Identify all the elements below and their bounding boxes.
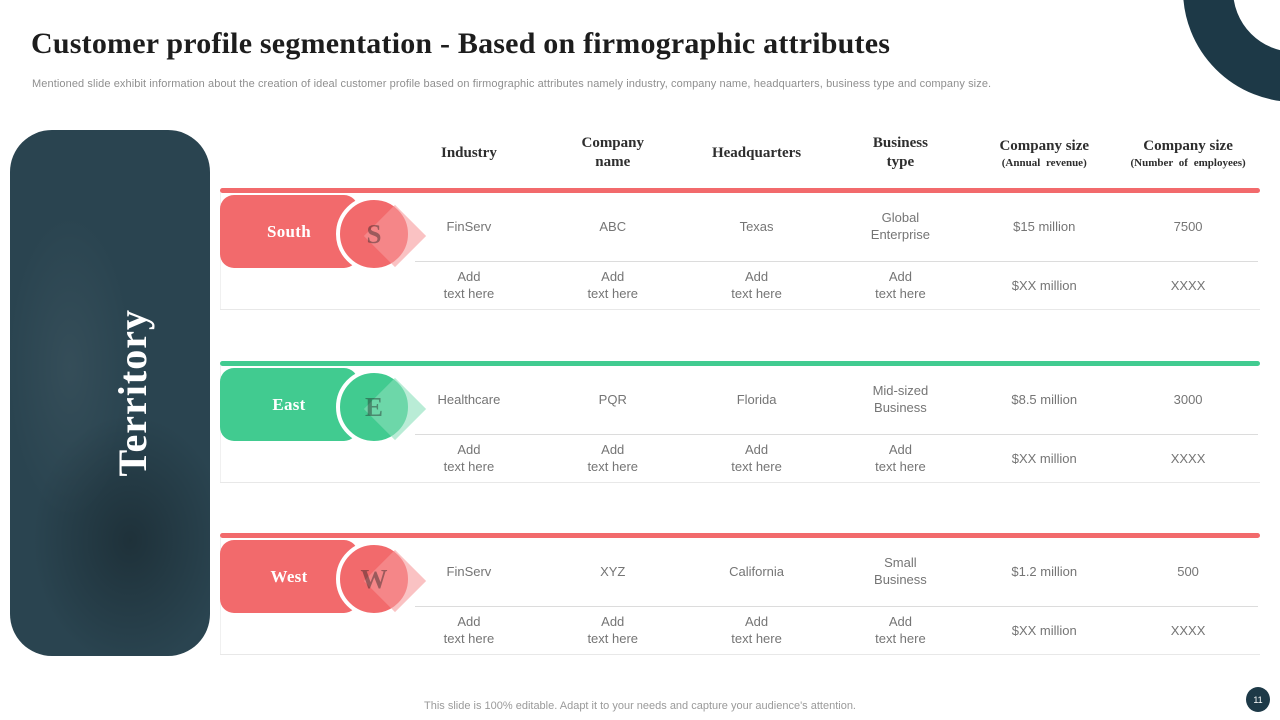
placeholder-cell[interactable]: $XX million [1011, 277, 1077, 293]
page-title: Customer profile segmentation - Based on… [31, 27, 891, 60]
cell-headquarters: California [729, 563, 785, 579]
column-header-headquarters: Headquarters [685, 124, 829, 182]
region-label-pill-south: South [220, 195, 358, 268]
column-header-company-name: Company name [541, 124, 685, 182]
region-label-pill-west: West [220, 540, 358, 613]
cell-annual-revenue: $8.5 million [1011, 391, 1078, 407]
row-divider [415, 261, 1258, 262]
cell-industry: Healthcare [437, 391, 501, 407]
cell-company-name: PQR [598, 391, 627, 407]
placeholder-cell[interactable]: Add text here [443, 269, 495, 301]
region-badge-letter: W [360, 563, 388, 594]
territory-group-west: West W FinServ XYZ California Small Busi… [220, 533, 1260, 655]
group-top-bar [220, 361, 1260, 366]
column-header-company-size-employees: Company size (Number of employees) [1116, 124, 1260, 182]
sidebar-background-photo [10, 130, 210, 656]
region-badge-letter: S [366, 218, 382, 249]
cell-headquarters: Texas [739, 218, 774, 234]
footer-note: This slide is 100% editable. Adapt it to… [424, 700, 856, 712]
cell-business-type: Global Enterprise [870, 210, 931, 242]
row-divider [415, 434, 1258, 435]
cell-employees: 3000 [1173, 391, 1203, 407]
table-header-row: Industry Company name Headquarters Busin… [397, 124, 1260, 182]
header-line: Company size [1143, 137, 1233, 154]
cell-industry: FinServ [446, 218, 492, 234]
region-label-pill-east: East [220, 368, 358, 441]
cell-headquarters: Florida [736, 391, 777, 407]
header-line: Headquarters [711, 144, 802, 161]
placeholder-cell[interactable]: XXXX [1170, 622, 1206, 638]
placeholder-cell[interactable]: Add text here [875, 269, 926, 301]
region-label: East [272, 394, 306, 414]
placeholder-row: Add text here Add text here Add text her… [397, 264, 1260, 306]
header-line: Business [872, 135, 928, 151]
data-row: FinServ ABC Texas Global Enterprise $15 … [397, 194, 1260, 258]
region-label: West [270, 566, 308, 586]
territory-sidebar: Territory [10, 130, 210, 656]
page-number: 11 [1253, 694, 1263, 705]
placeholder-row: Add text here Add text here Add text her… [397, 609, 1260, 651]
placeholder-cell[interactable]: Add text here [731, 442, 782, 474]
header-subline: (Annual revenue) [1001, 156, 1087, 169]
header-line: name [595, 154, 631, 170]
placeholder-cell[interactable]: Add text here [443, 614, 495, 646]
header-line: Industry [440, 144, 497, 161]
territory-group-south: South S FinServ ABC Texas Global Enterpr… [220, 188, 1260, 310]
cell-annual-revenue: $1.2 million [1011, 563, 1078, 579]
column-header-industry: Industry [397, 124, 541, 182]
cell-company-name: XYZ [600, 563, 626, 579]
placeholder-cell[interactable]: Add text here [587, 614, 639, 646]
cell-employees: 500 [1177, 563, 1199, 579]
header-subline: (Number of employees) [1130, 156, 1246, 169]
header-line: Company [581, 135, 644, 151]
cell-business-type: Small Business [874, 555, 927, 587]
placeholder-cell[interactable]: Add text here [587, 269, 639, 301]
page-number-badge: 11 [1246, 687, 1270, 712]
placeholder-cell[interactable]: Add text here [731, 269, 782, 301]
placeholder-cell[interactable]: $XX million [1011, 450, 1077, 466]
placeholder-cell[interactable]: Add text here [875, 442, 926, 474]
cell-business-type: Mid-sized Business [872, 383, 929, 415]
slide-subtitle: Mentioned slide exhibit information abou… [32, 78, 992, 90]
column-header-company-size-revenue: Company size (Annual revenue) [972, 124, 1116, 182]
territory-group-east: East E Healthcare PQR Florida Mid-sized … [220, 361, 1260, 483]
placeholder-cell[interactable]: XXXX [1170, 450, 1206, 466]
header-line: Company size [999, 137, 1090, 154]
region-badge-letter: E [364, 391, 383, 422]
column-header-business-type: Business type [828, 124, 972, 182]
placeholder-cell[interactable]: Add text here [875, 614, 926, 646]
sidebar-label: Territory [109, 309, 155, 477]
placeholder-cell[interactable]: XXXX [1170, 277, 1206, 293]
placeholder-cell[interactable]: Add text here [587, 442, 639, 474]
region-label: South [266, 221, 312, 241]
header-line: type [886, 154, 915, 170]
group-top-bar [220, 533, 1260, 538]
placeholder-cell[interactable]: Add text here [443, 442, 495, 474]
cell-industry: FinServ [446, 563, 492, 579]
placeholder-row: Add text here Add text here Add text her… [397, 437, 1260, 479]
cell-annual-revenue: $15 million [1013, 218, 1076, 234]
placeholder-cell[interactable]: $XX million [1011, 622, 1077, 638]
data-row: Healthcare PQR Florida Mid-sized Busines… [397, 367, 1260, 431]
cell-company-name: ABC [599, 218, 627, 234]
row-divider [415, 606, 1258, 607]
data-row: FinServ XYZ California Small Business $1… [397, 539, 1260, 603]
cell-employees: 7500 [1173, 218, 1203, 234]
group-top-bar [220, 188, 1260, 193]
placeholder-cell[interactable]: Add text here [731, 614, 782, 646]
